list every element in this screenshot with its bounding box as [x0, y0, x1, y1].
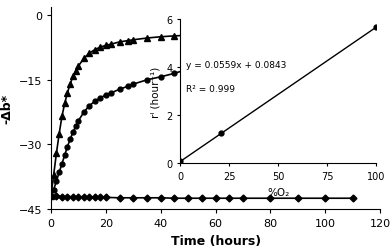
X-axis label: Time (hours): Time (hours): [171, 234, 261, 247]
Y-axis label: -Δb*: -Δb*: [0, 93, 13, 123]
Text: R² = 0.999: R² = 0.999: [186, 85, 235, 94]
X-axis label: %O₂: %O₂: [267, 187, 289, 197]
Text: y = 0.0559x + 0.0843: y = 0.0559x + 0.0843: [186, 61, 287, 70]
Y-axis label: rᴵ (hour⁻¹): rᴵ (hour⁻¹): [151, 67, 161, 117]
